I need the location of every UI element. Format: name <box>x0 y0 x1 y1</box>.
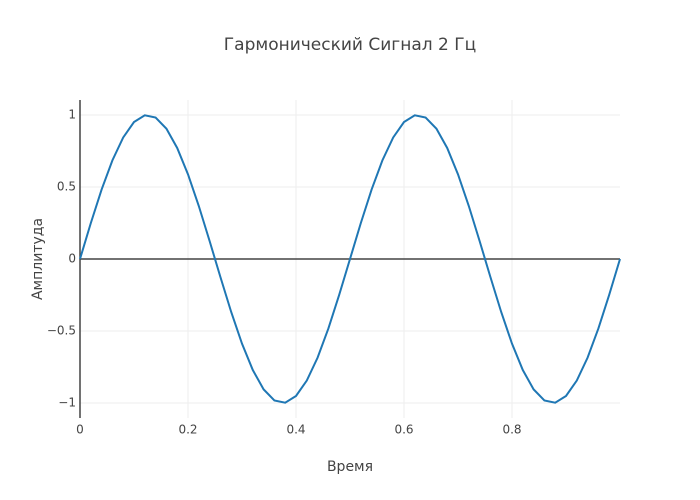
chart-title: Гармонический Сигнал 2 Гц <box>224 35 476 55</box>
x-tick-label: 0.6 <box>394 423 413 437</box>
y-tick-label: 0 <box>68 252 76 266</box>
y-axis-title: Амплитуда <box>30 218 46 300</box>
line-series <box>79 114 621 404</box>
x-tick-label: 0 <box>76 423 84 437</box>
x-tick-label: 0.8 <box>502 423 521 437</box>
x-tick-label: 0.4 <box>286 423 305 437</box>
y-tick-label: −1 <box>58 396 76 410</box>
x-axis-title: Время <box>327 459 373 475</box>
y-tick-label: −0.5 <box>47 324 76 338</box>
y-tick-label: 1 <box>68 107 76 121</box>
x-tick-label: 0.2 <box>178 423 197 437</box>
y-tick-label: 0.5 <box>57 179 76 193</box>
